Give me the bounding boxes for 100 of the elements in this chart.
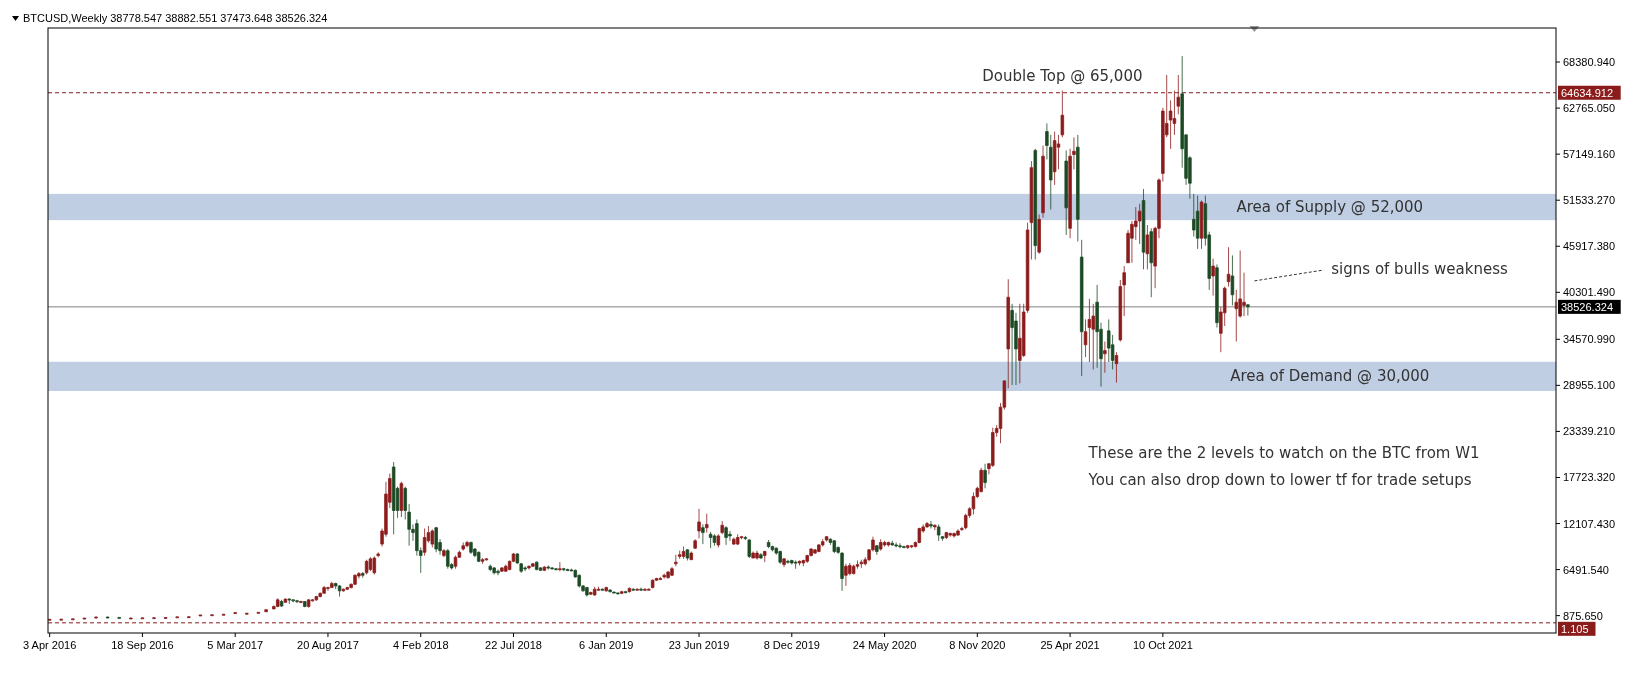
- candlestick: [600, 587, 605, 592]
- candlestick: [542, 565, 547, 572]
- candlestick: [747, 538, 751, 559]
- x-tick-label: 18 Sep 2016: [111, 639, 174, 651]
- candlestick: [233, 611, 237, 614]
- candlestick: [476, 551, 481, 563]
- candlestick: [129, 617, 133, 620]
- candlestick: [1033, 148, 1038, 260]
- candlestick: [662, 573, 666, 579]
- candlestick: [832, 539, 837, 554]
- x-tick-label: 10 Oct 2021: [1132, 639, 1193, 651]
- candlestick: [712, 533, 717, 547]
- candlestick: [596, 586, 601, 592]
- candlestick: [1064, 150, 1068, 236]
- candlestick: [898, 542, 902, 549]
- candlestick: [71, 618, 75, 621]
- candlestick: [817, 543, 821, 553]
- candlestick: [859, 559, 864, 569]
- candlestick: [952, 532, 956, 538]
- candlestick: [376, 551, 380, 558]
- candlestick: [886, 541, 891, 547]
- candlestick: [917, 527, 922, 544]
- candlestick: [484, 557, 489, 561]
- candlestick: [306, 598, 311, 609]
- candlestick: [523, 565, 527, 572]
- candlestick: [589, 591, 593, 596]
- y-tick-label: 6491.540: [1563, 563, 1609, 576]
- y-tick-label: 51533.270: [1563, 194, 1615, 207]
- candlestick: [782, 557, 786, 568]
- candlestick: [326, 586, 330, 592]
- candlestick: [504, 564, 508, 573]
- y-tick-label: 45917.380: [1563, 240, 1615, 253]
- candlestick: [697, 508, 701, 539]
- candlestick: [446, 548, 450, 570]
- candlestick: [1141, 188, 1146, 270]
- candlestick: [658, 576, 663, 581]
- candlestick: [337, 584, 342, 597]
- candlestick: [152, 617, 156, 620]
- candlestick: [82, 617, 87, 620]
- y-tick-label: 57149.160: [1563, 148, 1615, 161]
- candlestick: [198, 614, 203, 617]
- candlestick: [701, 524, 705, 545]
- candlestick: [933, 524, 937, 531]
- candlestick: [612, 591, 616, 594]
- y-tick-label: 12107.430: [1563, 517, 1615, 530]
- candlestick: [1230, 255, 1235, 306]
- candlestick: [175, 616, 179, 619]
- x-tick-label: 23 Jun 2019: [668, 639, 730, 651]
- x-tick-label: 24 May 2020: [852, 639, 917, 651]
- candlestick: [801, 559, 806, 567]
- candlestick: [620, 590, 624, 595]
- y-tick-label: 28955.100: [1563, 379, 1615, 392]
- candlestick: [948, 532, 952, 538]
- candlestick: [732, 537, 736, 546]
- candlestick: [790, 559, 794, 565]
- annotation: You can also drop down to lower tf for trade setups: [1087, 470, 1472, 489]
- candlestick: [565, 568, 570, 572]
- annotation: signs of bulls weakness: [1331, 259, 1508, 278]
- candlestick: [735, 533, 740, 546]
- candlestick: [983, 463, 987, 489]
- candlestick: [592, 586, 597, 597]
- candlestick: [875, 544, 879, 556]
- candlestick: [944, 531, 949, 540]
- candlestick: [604, 586, 608, 593]
- candlestick: [956, 528, 960, 537]
- candlestick: [422, 528, 427, 556]
- candlestick: [245, 612, 249, 616]
- candlestick: [929, 520, 933, 529]
- candlestick: [786, 559, 790, 565]
- y-tick-label: 62765.050: [1563, 102, 1615, 115]
- y-tick-label: 17723.320: [1563, 471, 1615, 484]
- candlestick: [693, 538, 697, 550]
- candlestick: [759, 552, 763, 560]
- candlestick: [531, 562, 535, 568]
- candlestick: [534, 560, 539, 571]
- ref-line-label: 38526.324: [1561, 300, 1613, 313]
- ref-line-label: 1.105: [1561, 622, 1589, 635]
- candlestick: [434, 526, 438, 553]
- candlestick: [1010, 303, 1014, 386]
- candlestick: [631, 587, 636, 592]
- chart-title: BTCUSD,Weekly 38778.547 38882.551 37473.648 38526.324: [23, 12, 328, 24]
- candlestick: [391, 461, 396, 535]
- candlestick: [364, 559, 369, 575]
- candlestick: [399, 481, 404, 518]
- candlestick: [824, 535, 829, 543]
- candlestick: [550, 566, 554, 570]
- y-tick-label: 40301.490: [1563, 286, 1615, 299]
- candlestick: [689, 551, 693, 561]
- candlestick: [797, 560, 802, 566]
- candlestick: [894, 542, 898, 548]
- candlestick: [840, 551, 844, 592]
- candlestick: [264, 608, 268, 613]
- candlestick: [1114, 351, 1119, 383]
- candlestick: [793, 560, 798, 570]
- candlestick: [1052, 131, 1057, 186]
- candlestick: [844, 563, 848, 587]
- candlestick: [461, 542, 465, 552]
- candlestick: [720, 520, 724, 535]
- candlestick: [1037, 214, 1041, 255]
- candlestick: [670, 566, 674, 577]
